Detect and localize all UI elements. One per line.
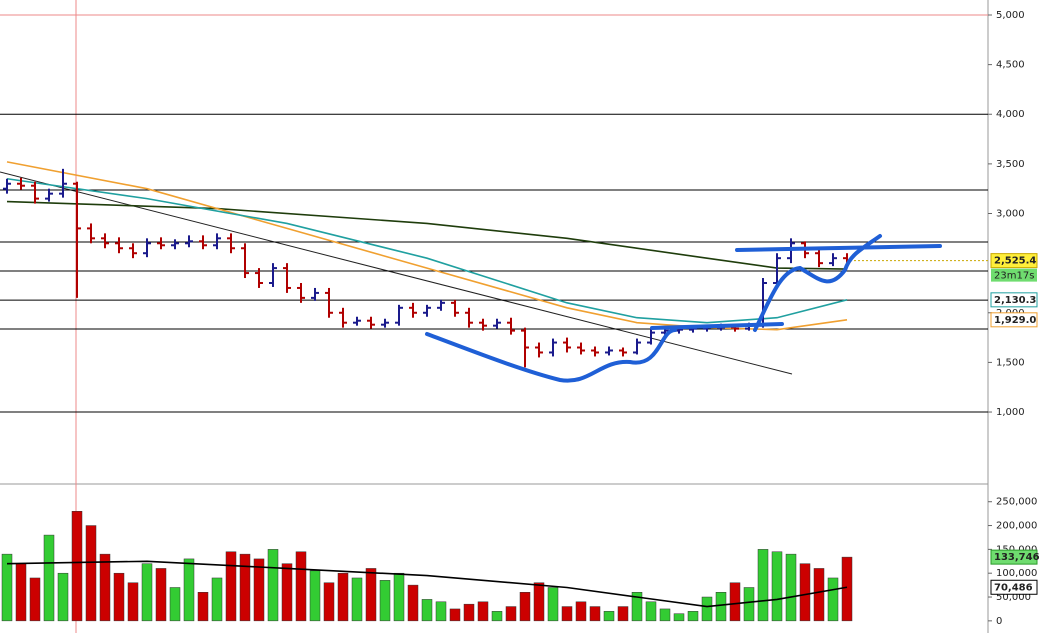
volume-bar — [29, 577, 41, 622]
volume-bar — [407, 584, 419, 622]
volume-bar — [785, 553, 797, 622]
volume-bar — [813, 568, 825, 622]
drawing-curve — [753, 234, 882, 332]
volume-bar — [43, 534, 55, 622]
y-tick-label: 1,000 — [996, 407, 1025, 418]
volume-bar — [533, 582, 545, 622]
volume-bar — [267, 549, 279, 622]
volume-bar — [183, 558, 195, 622]
volume-bar — [295, 551, 307, 622]
drawing-line — [735, 244, 942, 252]
volume-bar — [743, 587, 755, 622]
price-tag-label: 70,486 — [994, 582, 1033, 593]
volume-bar — [365, 568, 377, 622]
volume-bar — [113, 572, 125, 622]
volume-bar — [421, 599, 433, 622]
volume-bar — [141, 563, 153, 622]
y-tick-label: 3,500 — [996, 159, 1025, 170]
volume-bar — [337, 572, 349, 622]
volume-bar — [561, 606, 573, 622]
price-tag-label: 2,130.3 — [994, 295, 1036, 306]
volume-bar — [729, 582, 741, 622]
y-tick-label: 250,000 — [996, 497, 1037, 508]
volume-bar — [309, 570, 321, 622]
volume-bar — [757, 549, 769, 622]
y-tick-label: 0 — [996, 616, 1002, 627]
volume-bar — [85, 525, 97, 622]
volume-bar — [827, 577, 839, 622]
volume-bar — [15, 563, 27, 622]
volume-bar — [127, 582, 139, 622]
drawing-line — [650, 322, 784, 330]
price-tag — [990, 312, 1038, 328]
hand-drawing — [425, 234, 942, 383]
volume-bar — [435, 601, 447, 622]
volume-bar — [239, 553, 251, 622]
drawing-curve — [425, 328, 677, 383]
y-tick-label: 100,000 — [996, 568, 1037, 579]
volume-bar — [197, 592, 209, 622]
volume-bar — [645, 601, 657, 622]
moving-average — [6, 177, 848, 324]
volume-bar — [71, 511, 83, 622]
price-tag-label: 2,525.4 — [994, 256, 1036, 267]
y-tick-label: 4,000 — [996, 109, 1025, 120]
price-tag — [990, 253, 1038, 269]
volume-bar — [477, 601, 489, 622]
volume-bar — [99, 553, 111, 622]
volume-average — [6, 560, 848, 608]
volume-bar — [351, 577, 363, 622]
volume-bar — [211, 577, 223, 622]
y-tick-label: 3,000 — [996, 209, 1025, 220]
volume-bar — [547, 587, 559, 622]
volume-bar — [393, 572, 405, 622]
volume-bar — [281, 563, 293, 622]
volume-bar — [57, 572, 69, 622]
volume-bar — [799, 563, 811, 622]
volume-bar — [155, 568, 167, 622]
price-tag-label: 133,746 — [994, 552, 1039, 563]
volume-bar — [631, 592, 643, 622]
volume-bar — [715, 592, 727, 622]
volume-bar — [673, 613, 685, 622]
y-tick-label: 5,000 — [996, 10, 1025, 21]
volume-bar — [379, 580, 391, 622]
volume-bar — [771, 551, 783, 622]
volume-bar — [323, 582, 335, 622]
y-tick-label: 1,500 — [996, 357, 1025, 368]
volume-bar — [491, 611, 503, 622]
volume-bar — [519, 592, 531, 622]
volume-bar — [449, 608, 461, 622]
y-tick-label: 4,500 — [996, 60, 1025, 71]
price-tag — [990, 549, 1038, 565]
y-tick-label: 50,000 — [996, 592, 1031, 603]
volume-bar — [687, 611, 699, 622]
volume-bar — [1, 553, 13, 622]
price-tag-label: 1,929.0 — [994, 315, 1036, 326]
volume-bar — [253, 558, 265, 622]
price-tag — [990, 292, 1038, 308]
volume-bar — [617, 606, 629, 622]
price-tag — [990, 579, 1038, 595]
y-tick-label: 200,000 — [996, 521, 1037, 532]
volume-bar — [603, 611, 615, 622]
volume-bar — [169, 587, 181, 622]
volume-bar — [701, 596, 713, 622]
volume-bar — [505, 606, 517, 622]
countdown: 23m17s — [994, 271, 1034, 282]
volume-bar — [589, 606, 601, 622]
volume-bar — [659, 608, 671, 622]
volume-bar — [575, 601, 587, 622]
countdown-box — [991, 268, 1037, 282]
volume-bar — [841, 556, 853, 622]
volume-bar — [225, 551, 237, 622]
volume-bar — [463, 603, 475, 622]
